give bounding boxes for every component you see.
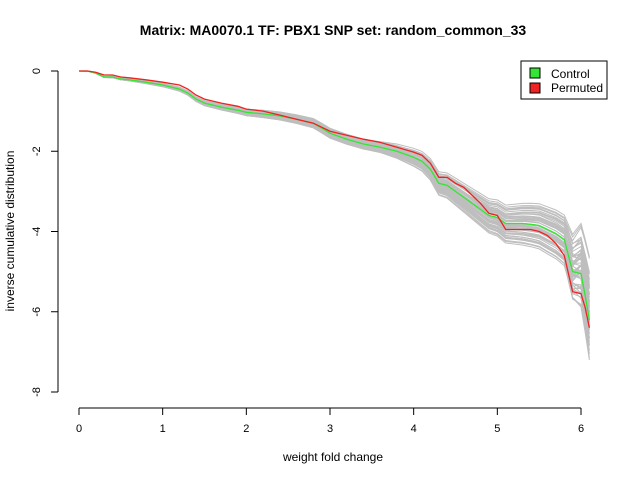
random-series-line [78, 70, 590, 280]
series-line-permuted [79, 70, 591, 328]
x-tick-label: 0 [76, 423, 82, 435]
x-tick-label: 2 [243, 423, 249, 435]
y-tick-label: -2 [31, 146, 43, 156]
y-tick-label: -4 [31, 227, 43, 237]
legend: Control Permuted [520, 60, 608, 100]
x-tick-label: 3 [327, 423, 333, 435]
series-line-control [79, 70, 591, 320]
x-tick-label: 6 [578, 423, 584, 435]
random-series-line [79, 70, 590, 280]
y-tick-label: -8 [31, 387, 43, 397]
y-axis-label: inverse cumulative distribution [3, 151, 17, 312]
y-tick-label: 0 [31, 68, 43, 74]
legend-label-control: Control [551, 67, 590, 81]
x-tick-label: 4 [411, 423, 417, 435]
legend-swatch-permuted [529, 82, 541, 94]
x-axis-label: weight fold change [282, 450, 383, 464]
chart-title: Matrix: MA0070.1 TF: PBX1 SNP set: rando… [140, 22, 527, 38]
main-series-group [79, 70, 591, 328]
axes-group: 0 1 2 3 4 5 6 0 -2 -4 -6 -8 [31, 68, 584, 435]
legend-swatch-control [529, 67, 541, 79]
x-tick-label: 1 [160, 423, 166, 435]
legend-label-permuted: Permuted [551, 81, 603, 95]
x-tick-label: 5 [494, 423, 500, 435]
y-tick-label: -6 [31, 307, 43, 317]
